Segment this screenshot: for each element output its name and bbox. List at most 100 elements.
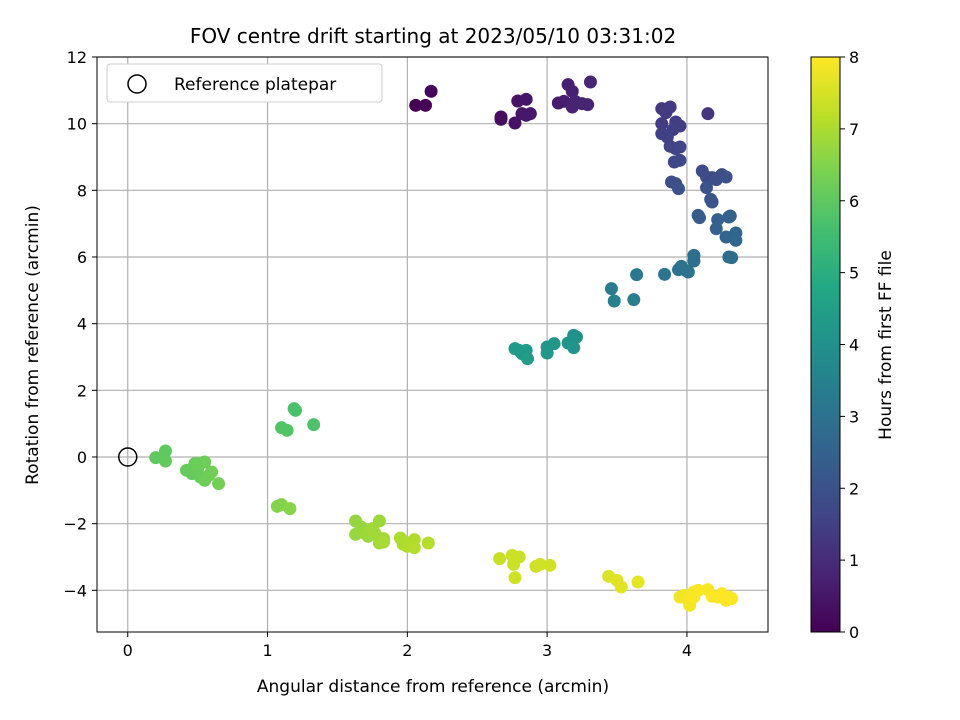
colorbar-tick-label: 6 — [849, 192, 859, 211]
y-tick-label: 10 — [67, 115, 87, 134]
scatter-point — [673, 153, 687, 167]
scatter-point — [158, 444, 172, 458]
plot-frame — [96, 56, 769, 633]
scatter-point — [607, 294, 621, 308]
y-tick-label: −4 — [63, 581, 87, 600]
legend-marker-icon — [127, 74, 147, 94]
scatter-point — [372, 514, 386, 528]
x-tick-label: 3 — [542, 641, 552, 660]
scatter-point — [627, 293, 641, 307]
scatter-point — [508, 116, 522, 130]
scatter-point — [202, 468, 216, 482]
scatter-point — [581, 98, 595, 112]
scatter-point — [289, 403, 303, 417]
scatter-point — [719, 170, 733, 184]
scatter-point — [521, 352, 535, 366]
scatter-point — [604, 282, 618, 296]
scatter-point — [614, 580, 628, 594]
x-axis-label: Angular distance from reference (arcmin) — [257, 677, 609, 697]
scatter-point — [512, 550, 526, 564]
scatter-point — [725, 592, 739, 606]
scatter-point — [567, 341, 581, 355]
colorbar-ticks: 0 1 2 3 4 5 6 7 8 — [840, 48, 859, 642]
scatter-point — [630, 268, 644, 282]
scatter-point — [307, 418, 321, 432]
colorbar-tick-label: 3 — [849, 407, 859, 426]
y-tick-label: 6 — [77, 248, 87, 267]
scatter-point — [424, 84, 438, 98]
scatter-point — [565, 84, 579, 98]
scatter-point — [158, 454, 172, 468]
scatter-point — [407, 541, 421, 555]
legend: Reference platepar — [106, 63, 383, 103]
colorbar-tick-label: 4 — [849, 336, 859, 355]
y-axis-label: Rotation from reference (arcmin) — [23, 205, 43, 485]
legend-label: Reference platepar — [174, 75, 336, 95]
x-tick-label: 2 — [402, 641, 412, 660]
scatter-point — [701, 107, 715, 121]
scatter-point — [687, 254, 701, 268]
y-tick-label: 8 — [77, 181, 87, 200]
scatter-point — [672, 182, 686, 196]
scatter-point — [494, 112, 508, 126]
scatter-point — [419, 98, 433, 112]
legend-box — [106, 63, 383, 103]
scatter-point — [377, 535, 391, 549]
chart-title: FOV centre drift starting at 2023/05/10 … — [190, 24, 676, 48]
scatter-point — [673, 140, 687, 154]
colorbar-tick-label: 1 — [849, 551, 859, 570]
scatter-point — [493, 552, 507, 566]
colorbar-tick-label: 8 — [849, 48, 859, 67]
colorbar-tick-label: 0 — [849, 623, 859, 642]
reference-platepar-marker — [118, 447, 138, 467]
y-tick-label: 0 — [77, 448, 87, 467]
scatter-point — [681, 265, 695, 279]
scatter-point — [709, 222, 723, 236]
scatter-point — [699, 181, 713, 195]
scatter-point — [583, 75, 597, 89]
colorbar-tick-label: 2 — [849, 479, 859, 498]
colorbar-gradient — [810, 56, 841, 633]
colorbar-tick-label: 5 — [849, 264, 859, 283]
scatter-point — [409, 98, 423, 112]
scatter-point — [421, 536, 435, 550]
scatter-point — [191, 457, 205, 471]
x-axis-ticks: 0 1 2 3 4 — [123, 632, 692, 660]
colorbar-label: Hours from first FF file — [876, 250, 896, 440]
y-axis-ticks: −4 −2 0 2 4 6 8 10 12 — [63, 48, 97, 600]
scatter-points — [149, 75, 743, 612]
scatter-point — [519, 92, 533, 106]
colorbar: 0 1 2 3 4 5 6 7 8 Hours from first FF file — [810, 48, 896, 642]
scatter-point — [729, 233, 743, 247]
x-tick-label: 1 — [262, 641, 272, 660]
scatter-point — [658, 267, 672, 281]
scatter-point — [687, 590, 701, 604]
colorbar-tick-label: 7 — [849, 120, 859, 139]
scatter-point — [523, 107, 537, 121]
y-tick-label: 12 — [67, 48, 87, 67]
scatter-point — [508, 571, 522, 585]
y-tick-label: 4 — [77, 315, 87, 334]
scatter-point — [663, 100, 677, 114]
scatter-point — [655, 117, 669, 131]
scatter-point — [719, 230, 733, 244]
scatter-point — [705, 195, 719, 209]
scatter-point — [631, 575, 645, 589]
scatter-point — [533, 557, 547, 571]
y-tick-label: 2 — [77, 381, 87, 400]
scatter-point — [547, 337, 561, 351]
scatter-point — [543, 558, 557, 572]
x-tick-label: 0 — [123, 641, 133, 660]
scatter-point — [725, 251, 739, 265]
x-tick-label: 4 — [682, 641, 692, 660]
y-tick-label: −2 — [63, 515, 87, 534]
scatter-point — [283, 502, 297, 516]
scatter-point — [212, 477, 226, 491]
scatter-point — [540, 346, 554, 360]
scatter-point — [693, 211, 707, 225]
scatter-point — [280, 423, 294, 437]
scatter-point — [723, 209, 737, 223]
scatter-point — [569, 330, 583, 344]
scatter-point — [149, 451, 163, 465]
